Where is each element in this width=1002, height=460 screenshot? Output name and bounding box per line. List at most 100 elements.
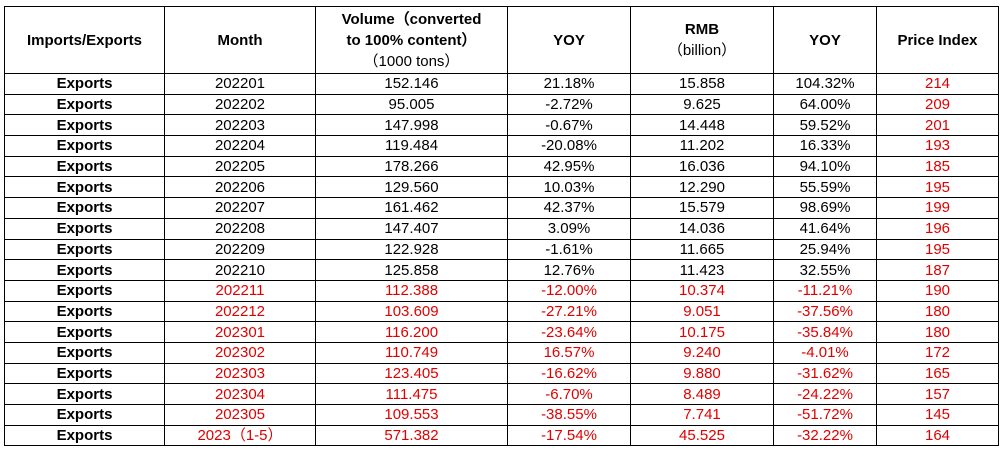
- cell-price: 195: [876, 176, 999, 199]
- cell-price: 214: [876, 73, 999, 95]
- header-month: Month: [164, 6, 316, 74]
- table-row: Exports 202212 103.609 -27.21% 9.051 -37.56% 1…: [4, 300, 999, 323]
- cell-volume: 109.553: [315, 404, 508, 426]
- cell-yoy1: -20.08%: [507, 135, 631, 157]
- cell-kind: Exports: [4, 383, 165, 405]
- cell-yoy2: 16.33%: [773, 135, 877, 157]
- table-row: Exports 202302 110.749 16.57% 9.240 -4.01% 172: [4, 341, 999, 364]
- cell-price: 196: [876, 217, 999, 240]
- cell-yoy1: -38.55%: [507, 404, 631, 426]
- cell-month: 202211: [164, 279, 316, 302]
- cell-yoy1: -12.00%: [507, 279, 631, 302]
- cell-month: 202201: [164, 73, 316, 95]
- cell-volume: 119.484: [315, 135, 508, 157]
- cell-yoy2: 64.00%: [773, 93, 877, 116]
- header-price-index: Price Index: [876, 6, 999, 74]
- cell-yoy2: -51.72%: [773, 404, 877, 426]
- cell-price: 209: [876, 93, 999, 116]
- cell-yoy1: 42.37%: [507, 197, 631, 219]
- cell-yoy2: 32.55%: [773, 259, 877, 281]
- cell-month: 202204: [164, 135, 316, 157]
- cell-yoy1: 21.18%: [507, 73, 631, 95]
- cell-rmb: 11.423: [630, 259, 774, 281]
- cell-yoy2: 104.32%: [773, 73, 877, 95]
- cell-rmb: 11.202: [630, 135, 774, 157]
- cell-kind: Exports: [4, 93, 165, 116]
- table-row: Exports 202211 112.388 -12.00% 10.374 -11.21%…: [4, 279, 999, 302]
- cell-month: 202202: [164, 93, 316, 116]
- cell-rmb: 9.051: [630, 300, 774, 323]
- cell-rmb: 14.448: [630, 114, 774, 137]
- cell-month: 202212: [164, 300, 316, 323]
- cell-kind: Exports: [4, 404, 165, 426]
- cell-yoy1: -23.64%: [507, 321, 631, 343]
- header-volume-line1: Volume（converted: [341, 10, 482, 28]
- table-row: Exports 2023（1-5） 571.382 -17.54% 45.525 -32.…: [4, 424, 999, 447]
- cell-kind: Exports: [4, 424, 165, 447]
- cell-volume: 129.560: [315, 176, 508, 199]
- header-volume: Volume（converted to 100% content） （1000 …: [315, 6, 508, 74]
- cell-yoy2: -24.22%: [773, 383, 877, 405]
- cell-yoy1: -0.67%: [507, 114, 631, 137]
- cell-yoy1: -2.72%: [507, 93, 631, 116]
- cell-yoy2: -4.01%: [773, 341, 877, 364]
- cell-yoy1: 10.03%: [507, 176, 631, 199]
- cell-yoy2: 25.94%: [773, 238, 877, 261]
- cell-yoy2: 94.10%: [773, 155, 877, 178]
- cell-yoy2: 41.64%: [773, 217, 877, 240]
- header-yoy-rmb: YOY: [773, 6, 877, 74]
- cell-yoy2: -35.84%: [773, 321, 877, 343]
- cell-rmb: 45.525: [630, 424, 774, 447]
- cell-price: 165: [876, 362, 999, 385]
- cell-rmb: 15.858: [630, 73, 774, 95]
- cell-volume: 178.266: [315, 155, 508, 178]
- cell-yoy2: -32.22%: [773, 424, 877, 447]
- cell-rmb: 14.036: [630, 217, 774, 240]
- table-row: Exports 202301 116.200 -23.64% 10.175 -35.84%…: [4, 321, 999, 343]
- cell-yoy1: 12.76%: [507, 259, 631, 281]
- cell-volume: 112.388: [315, 279, 508, 302]
- cell-kind: Exports: [4, 217, 165, 240]
- cell-kind: Exports: [4, 135, 165, 157]
- header-rmb-label: RMB: [684, 21, 720, 38]
- cell-kind: Exports: [4, 155, 165, 178]
- cell-month: 202206: [164, 176, 316, 199]
- cell-kind: Exports: [4, 279, 165, 302]
- table-row: Exports 202209 122.928 -1.61% 11.665 25.94% 19…: [4, 238, 999, 261]
- cell-volume: 147.998: [315, 114, 508, 137]
- cell-kind: Exports: [4, 300, 165, 323]
- cell-kind: Exports: [4, 197, 165, 219]
- cell-month: 202303: [164, 362, 316, 385]
- table-row: Exports 202203 147.998 -0.67% 14.448 59.52% 20…: [4, 114, 999, 137]
- cell-volume: 123.405: [315, 362, 508, 385]
- cell-volume: 125.858: [315, 259, 508, 281]
- cell-kind: Exports: [4, 176, 165, 199]
- cell-price: 180: [876, 321, 999, 343]
- table-row: Exports 202205 178.266 42.95% 16.036 94.10% 18…: [4, 155, 999, 178]
- cell-price: 187: [876, 259, 999, 281]
- cell-price: 193: [876, 135, 999, 157]
- cell-price: 145: [876, 404, 999, 426]
- cell-price: 172: [876, 341, 999, 364]
- cell-yoy2: -31.62%: [773, 362, 877, 385]
- cell-rmb: 9.880: [630, 362, 774, 385]
- cell-rmb: 11.665: [630, 238, 774, 261]
- cell-volume: 161.462: [315, 197, 508, 219]
- cell-rmb: 9.625: [630, 93, 774, 116]
- cell-yoy1: 3.09%: [507, 217, 631, 240]
- cell-rmb: 8.489: [630, 383, 774, 405]
- table-row: Exports 202204 119.484 -20.08% 11.202 16.33% 1…: [4, 135, 999, 157]
- table-row: Exports 202305 109.553 -38.55% 7.741 -51.72% 1…: [4, 404, 999, 426]
- cell-yoy1: -16.62%: [507, 362, 631, 385]
- cell-month: 202210: [164, 259, 316, 281]
- header-kind: Imports/Exports: [4, 6, 165, 74]
- cell-yoy2: 59.52%: [773, 114, 877, 137]
- cell-volume: 116.200: [315, 321, 508, 343]
- cell-volume: 571.382: [315, 424, 508, 447]
- cell-yoy1: -1.61%: [507, 238, 631, 261]
- table-body: Exports 202201 152.146 21.18% 15.858 104.32% 2…: [4, 73, 999, 447]
- cell-yoy1: -27.21%: [507, 300, 631, 323]
- cell-price: 190: [876, 279, 999, 302]
- cell-kind: Exports: [4, 321, 165, 343]
- cell-rmb: 12.290: [630, 176, 774, 199]
